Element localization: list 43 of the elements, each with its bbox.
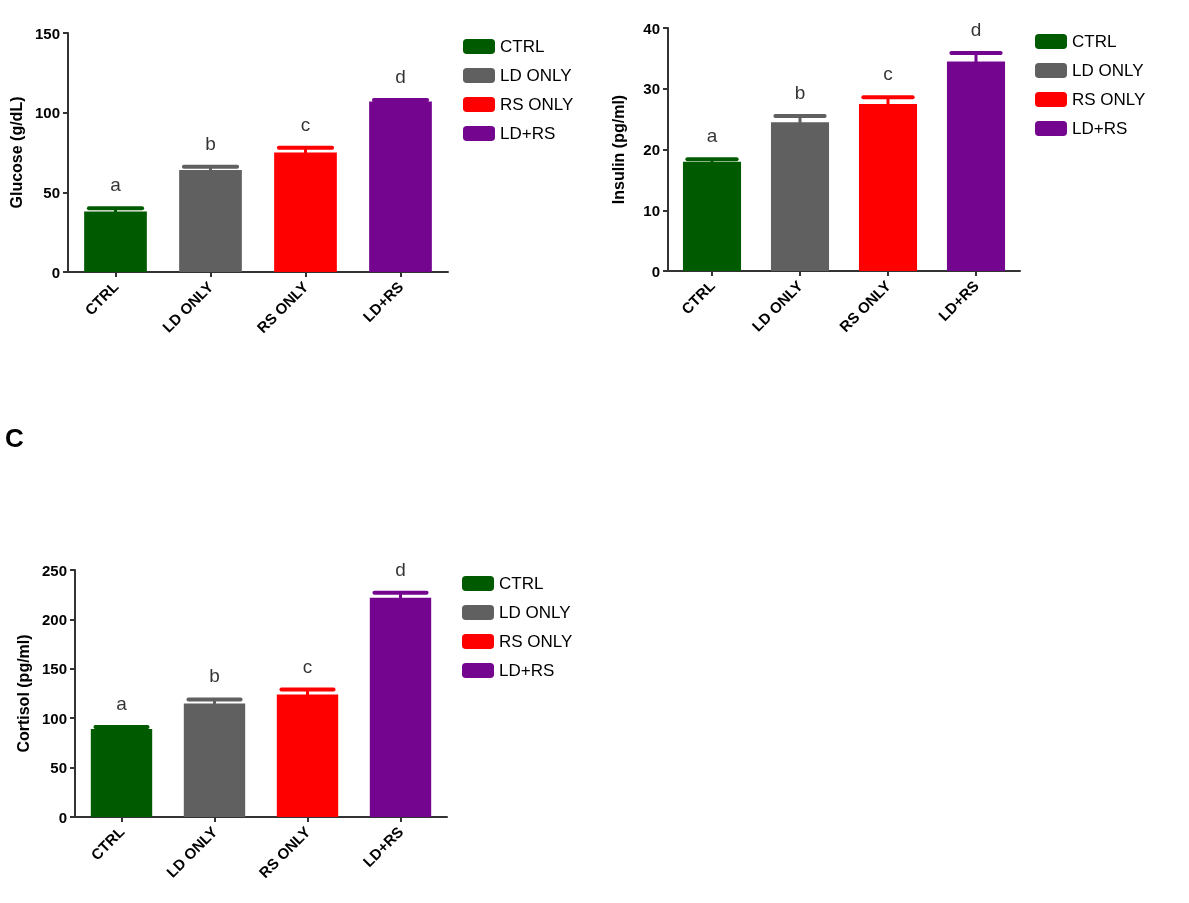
legend-label: CTRL: [500, 37, 545, 56]
y-tick-label: 10: [643, 201, 660, 219]
annotation: c: [300, 113, 311, 135]
legend-label: LD+RS: [1072, 119, 1128, 138]
legend-label: CTRL: [1072, 32, 1117, 51]
annotation: d: [395, 558, 406, 580]
legend-label: LD ONLY: [499, 603, 571, 622]
legend-label: LD+RS: [500, 124, 556, 143]
y-tick-label: 150: [34, 24, 60, 42]
y-tick-label: 0: [58, 808, 67, 826]
annotation: c: [883, 63, 893, 85]
annotation: b: [205, 132, 216, 154]
annotation: d: [970, 18, 982, 40]
annotation: c: [302, 655, 313, 677]
annotation: b: [209, 665, 220, 687]
annotation: d: [395, 65, 406, 87]
annotation: a: [706, 125, 718, 147]
y-tick-label: 100: [41, 709, 67, 727]
annotation: b: [794, 82, 806, 104]
y-tick-label: 0: [51, 263, 60, 281]
annotation: a: [110, 174, 122, 196]
y-tick-label: 200: [41, 610, 67, 628]
legend-label: RS ONLY: [500, 95, 574, 114]
legend-label: LD ONLY: [1072, 61, 1144, 80]
y-tick-label: 30: [643, 80, 660, 98]
y-axis-title: Insulin (pg/ml): [609, 94, 627, 205]
y-axis-title: Cortisol (pg/ml): [14, 634, 32, 753]
y-tick-label: 100: [34, 104, 60, 122]
annotation: a: [116, 693, 128, 715]
y-tick-label: 50: [50, 759, 67, 777]
y-tick-label: 250: [41, 561, 67, 579]
legend-label: CTRL: [499, 574, 544, 593]
y-tick-label: 40: [643, 19, 660, 37]
y-tick-label: 0: [651, 262, 660, 280]
legend-label: LD+RS: [499, 661, 555, 680]
legend-label: LD ONLY: [500, 66, 572, 85]
y-tick-label: 150: [41, 660, 67, 678]
y-axis-title: Glucose (g/dL): [7, 96, 25, 209]
legend-label: RS ONLY: [499, 632, 573, 651]
y-tick-label: 50: [43, 183, 60, 201]
y-tick-label: 20: [643, 141, 660, 158]
legend-label: RS ONLY: [1072, 90, 1146, 109]
chart-title: C: [5, 423, 24, 453]
